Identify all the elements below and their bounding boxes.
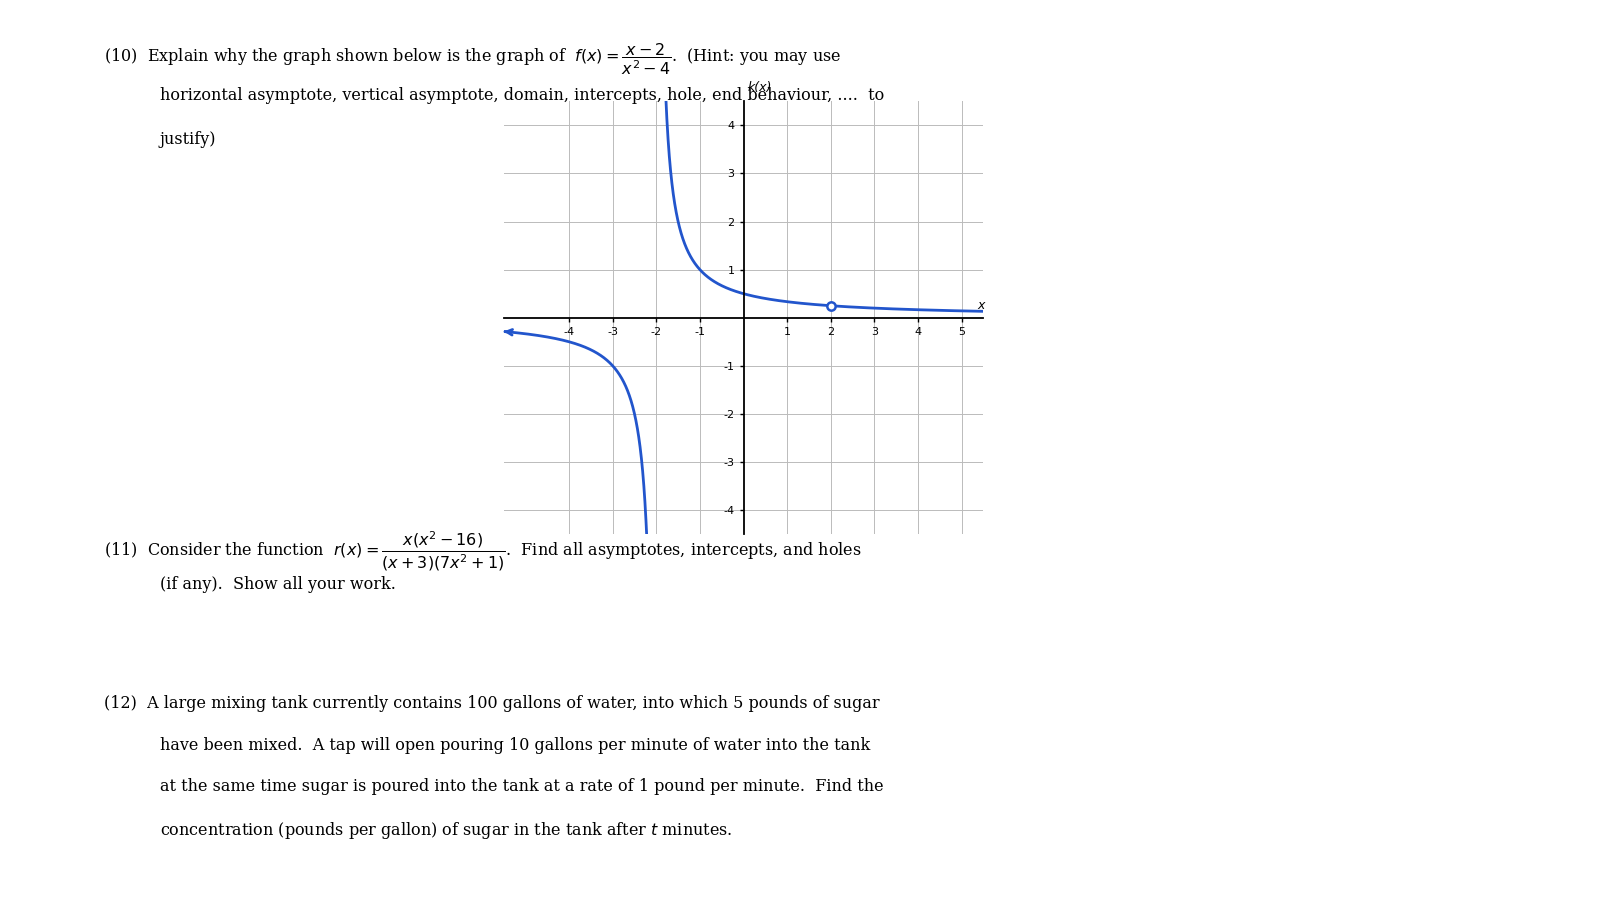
Text: (12)  A large mixing tank currently contains 100 gallons of water, into which 5 : (12) A large mixing tank currently conta… xyxy=(104,695,879,712)
Text: justify): justify) xyxy=(160,131,216,147)
Text: k(x): k(x) xyxy=(748,81,772,94)
Text: horizontal asymptote, vertical asymptote, domain, intercepts, hole, end behaviou: horizontal asymptote, vertical asymptote… xyxy=(160,87,884,104)
Text: at the same time sugar is poured into the tank at a rate of 1 pound per minute. : at the same time sugar is poured into th… xyxy=(160,778,884,795)
Text: (if any).  Show all your work.: (if any). Show all your work. xyxy=(160,576,397,592)
Text: (10)  Explain why the graph shown below is the graph of  $f(x) = \dfrac{x-2}{x^2: (10) Explain why the graph shown below i… xyxy=(104,41,841,77)
Text: (11)  Consider the function  $r(x) = \dfrac{x(x^2-16)}{(x+3)(7x^2+1)}$.  Find al: (11) Consider the function $r(x) = \dfra… xyxy=(104,530,862,573)
Text: have been mixed.  A tap will open pouring 10 gallons per minute of water into th: have been mixed. A tap will open pouring… xyxy=(160,737,870,753)
Text: x: x xyxy=(977,299,985,312)
Text: concentration (pounds per gallon) of sugar in the tank after $t$ minutes.: concentration (pounds per gallon) of sug… xyxy=(160,820,732,841)
